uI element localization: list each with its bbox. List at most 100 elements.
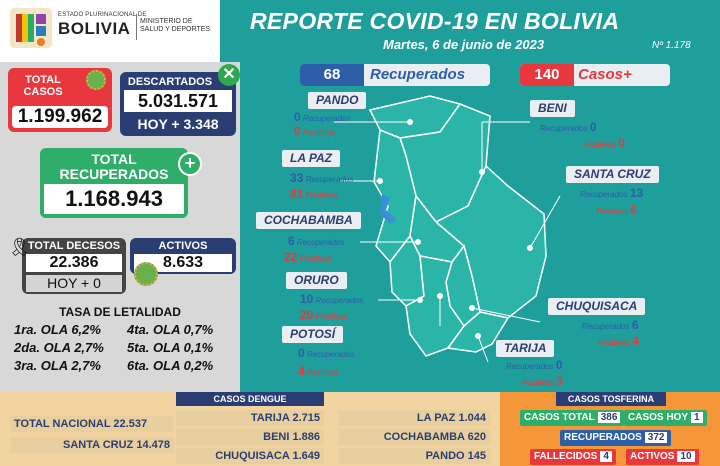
- tosferina-fallecidos: FALLECIDOS 4: [530, 449, 616, 465]
- dept-pando-positivos-value: 0: [294, 124, 301, 138]
- map-marker-santacruz: [527, 245, 533, 251]
- decesos-label: TOTAL DECESOS: [27, 240, 121, 252]
- dengue-item: TARIJA 2.715: [176, 410, 324, 426]
- map-marker-potosi: [437, 293, 443, 299]
- dengue-item-name: CHUQUISACA: [215, 450, 290, 462]
- dengue-item: COCHABAMBA 620: [338, 429, 490, 445]
- tosferina-fallecidos-value: 4: [600, 451, 612, 462]
- recuperados-text: Recuperados: [315, 296, 364, 305]
- dept-lapaz-recuperados: 33 Recuperados: [290, 171, 353, 185]
- daily-casos-count: 140: [520, 64, 574, 86]
- dept-santacruz-recuperados: Recuperados 13: [580, 186, 643, 200]
- activos-label: ACTIVOS: [158, 240, 208, 252]
- positivos-text: Positivos: [596, 207, 629, 216]
- tosferina-hoy-value: 1: [691, 412, 703, 423]
- dengue-item-name: BENI: [263, 431, 290, 443]
- report-number: Nº 1.178: [652, 40, 691, 51]
- positivos-text: Positivos: [302, 128, 335, 137]
- dengue-item: BENI 1.886: [176, 429, 324, 445]
- gov-small-text: ESTADO PLURINACIONAL DE: [58, 12, 147, 18]
- recuperados-text: Recuperados: [305, 175, 354, 184]
- dengue-item-name: PANDO: [425, 450, 465, 462]
- dept-potosi-label: POTOSÍ: [282, 326, 344, 343]
- recuperados-text: Recuperados: [580, 190, 628, 199]
- tosferina-activos: ACTIVOS 10: [626, 449, 699, 465]
- dengue-item-name: COCHABAMBA: [383, 431, 465, 443]
- leader-line-santacruz: [529, 195, 561, 249]
- daily-casos-label: Casos+: [578, 66, 632, 83]
- dengue-total: TOTAL NACIONAL 22.537: [10, 416, 174, 432]
- dept-beni-recuperados-value: 0: [589, 120, 597, 134]
- dengue-item-name: SANTA CRUZ: [63, 439, 134, 451]
- map-marker-lapaz: [377, 178, 383, 184]
- dept-oruro-recuperados: 10 Recuperados: [300, 292, 363, 306]
- recuperados-text: Recuperados: [302, 114, 351, 123]
- letalidad-cell: 2da. OLA 2,7%: [14, 340, 104, 355]
- dept-chuquisaca-recuperados: Recuperados 6: [582, 318, 639, 332]
- tosferina-activos-label: ACTIVOS: [630, 451, 675, 462]
- dept-potosi-positivos-value: 4: [298, 364, 305, 378]
- total-casos-value: 1.199.962: [12, 106, 108, 128]
- dengue-item-value: 620: [467, 431, 486, 443]
- total-casos-card: TOTAL CASOS 1.199.962: [8, 68, 112, 132]
- letalidad-row: 1ra. OLA 6,2% 4ta. OLA 0,7%: [14, 322, 240, 340]
- dengue-item-value: 14.478: [136, 439, 170, 451]
- tosferina-total-label: CASOS TOTAL: [524, 412, 595, 423]
- letalidad-cell: 1ra. OLA 6,2%: [14, 322, 101, 337]
- report-title: REPORTE COVID-19 EN BOLIVIA: [250, 8, 620, 34]
- descartados-card: DESCARTADOS 5.031.571 HOY + 3.348: [120, 72, 236, 136]
- dept-lapaz-label: LA PAZ: [282, 150, 340, 167]
- dept-oruro-label: ORURO: [286, 272, 347, 289]
- decesos-value: 22.386: [26, 254, 122, 272]
- positivos-text: Positivos: [299, 254, 332, 263]
- positivos-text: Positivos: [522, 378, 555, 387]
- letalidad-table: 1ra. OLA 6,2% 4ta. OLA 0,7% 2da. OLA 2,7…: [14, 322, 240, 376]
- dept-cochabamba-label: COCHABAMBA: [256, 212, 361, 229]
- letalidad-row: 3ra. OLA 2,7% 6ta. OLA 0,2%: [14, 358, 240, 376]
- ministry-line-1: MINISTERIO DE: [140, 18, 193, 25]
- dept-potosi-recuperados: 0 Recuperados: [298, 346, 355, 360]
- dept-beni-positivos-value: 0: [618, 136, 625, 150]
- daily-recuperados: 68 Recuperados: [300, 64, 490, 86]
- recuperados-value: 1.168.943: [44, 184, 184, 214]
- dengue-item-name: LA PAZ: [416, 412, 456, 424]
- map-marker-tarija: [475, 333, 481, 339]
- decesos-hoy: HOY + 0: [26, 275, 122, 292]
- dengue-item-value: 1.649: [292, 450, 320, 462]
- map-marker-beni: [479, 169, 485, 175]
- recuperados-text: Recuperados: [506, 362, 554, 371]
- positivos-text: Positivos: [306, 368, 339, 377]
- dept-santacruz-positivos: Positivos 6: [596, 203, 637, 217]
- tosferina-total: CASOS TOTAL 386: [520, 410, 625, 426]
- tosferina-fallecidos-label: FALLECIDOS: [534, 451, 598, 462]
- gov-name: BOLIVIA: [58, 19, 131, 38]
- total-casos-label: TOTAL CASOS: [23, 74, 63, 98]
- decesos-card: TOTAL DECESOS 22.386 HOY + 0: [22, 238, 126, 294]
- bolivia-map: [334, 95, 561, 363]
- daily-casos: 140 Casos+: [520, 64, 670, 86]
- map-marker-pando: [407, 119, 413, 125]
- recuperados-card: TOTAL RECUPERADOS 1.168.943: [40, 148, 188, 218]
- dept-oruro-recuperados-value: 10: [300, 292, 314, 306]
- tosferina-hoy-label: CASOS HOY: [628, 412, 689, 423]
- lake-titicaca: [380, 194, 396, 224]
- dept-potosi-recuperados-value: 0: [298, 346, 305, 360]
- dept-oruro-positivos-value: 20: [300, 308, 314, 322]
- descartados-value: 5.031.571: [124, 90, 232, 112]
- ministry-name: MINISTERIO DE SALUD Y DEPORTES: [140, 18, 210, 34]
- ministry-line-2: SALUD Y DEPORTES: [140, 26, 211, 33]
- dept-cochabamba-positivos: 22 Positivos: [284, 250, 332, 264]
- dept-chuquisaca-label: CHUQUISACA: [548, 298, 646, 315]
- dept-cochabamba-positivos-value: 22: [284, 250, 298, 264]
- dept-santacruz-label: SANTA CRUZ: [566, 166, 659, 183]
- positivos-text: Positivos: [584, 140, 617, 149]
- recuperados-text: Recuperados: [582, 322, 630, 331]
- daily-recuperados-label: Recuperados: [370, 66, 466, 83]
- dengue-total-value: 22.537: [113, 418, 148, 430]
- map-marker-chuquisaca: [469, 305, 475, 311]
- dept-lapaz-positivos-value: 81: [290, 187, 304, 201]
- plus-circle-icon: +: [178, 152, 202, 176]
- dengue-item-value: 1.044: [458, 412, 486, 424]
- dept-pando-recuperados-value: 0: [294, 110, 301, 124]
- dengue-item-value: 2.715: [292, 412, 320, 424]
